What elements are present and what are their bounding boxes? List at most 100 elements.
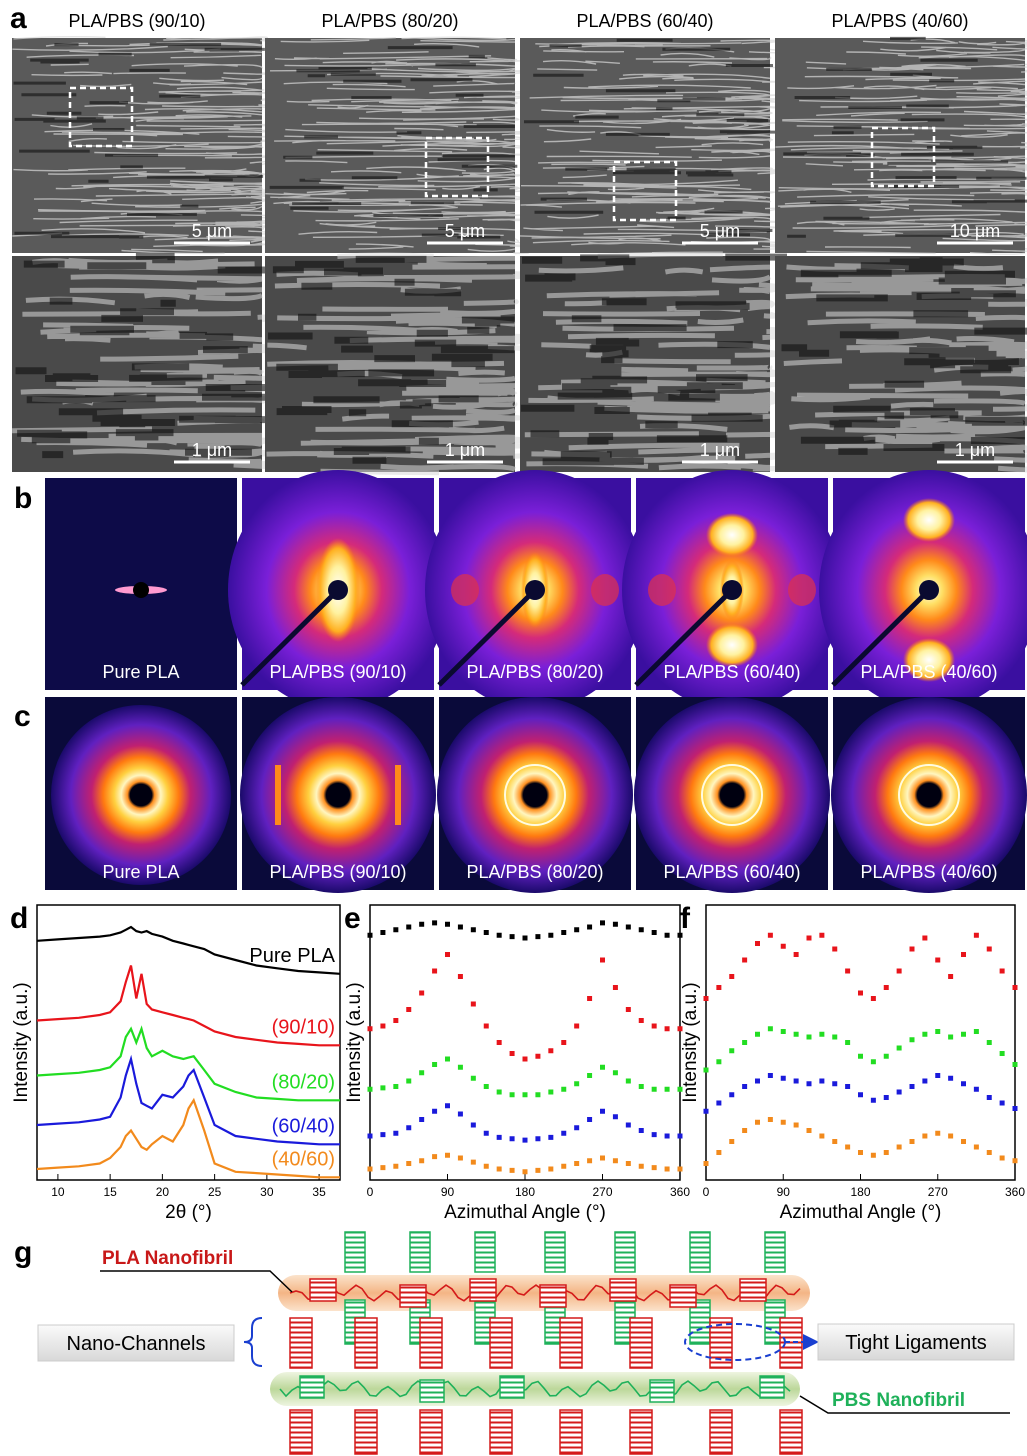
beamstop bbox=[721, 784, 743, 806]
scatter-point bbox=[561, 1040, 566, 1045]
scatter-point bbox=[652, 1165, 657, 1170]
scatter-point bbox=[935, 958, 940, 963]
x-tick-label: 15 bbox=[103, 1185, 117, 1199]
scatter-point bbox=[393, 1084, 398, 1089]
scatter-point bbox=[393, 1164, 398, 1169]
lamella bbox=[765, 1232, 785, 1272]
panel-label: a bbox=[10, 2, 27, 35]
x-tick-label: 10 bbox=[51, 1185, 65, 1199]
scatter-point bbox=[574, 1125, 579, 1130]
scatter-point bbox=[768, 1117, 773, 1122]
scatter-point bbox=[613, 1158, 618, 1163]
scatter-point bbox=[587, 1158, 592, 1163]
scatter-point bbox=[742, 1128, 747, 1133]
scatter-point bbox=[445, 922, 450, 927]
scatter-point bbox=[510, 1136, 515, 1141]
y-axis-label: Intensity (a.u.) bbox=[344, 982, 365, 1102]
scatter-point bbox=[678, 1134, 683, 1139]
scatter-point bbox=[935, 1131, 940, 1136]
panel-label: e bbox=[344, 902, 361, 935]
scatter-point bbox=[922, 1079, 927, 1084]
scatter-point bbox=[471, 1123, 476, 1128]
scatter-point bbox=[639, 1128, 644, 1133]
series-label: (60/40) bbox=[272, 1115, 335, 1137]
scatter-point bbox=[961, 1032, 966, 1037]
scatter-point bbox=[871, 996, 876, 1001]
saxs-caption: PLA/PBS (90/10) bbox=[269, 662, 406, 682]
scatter-point bbox=[1013, 985, 1018, 990]
callout-line bbox=[100, 1271, 292, 1292]
scatter-point bbox=[755, 1032, 760, 1037]
x-tick-label: 25 bbox=[208, 1185, 222, 1199]
scatter-point bbox=[432, 969, 437, 974]
saxs-lobe bbox=[706, 623, 758, 667]
scatter-point bbox=[768, 933, 773, 938]
scatter-point bbox=[819, 1134, 824, 1139]
waxs-caption: PLA/PBS (90/10) bbox=[269, 862, 406, 882]
scatter-point bbox=[380, 1024, 385, 1029]
saxs-lobe bbox=[648, 574, 676, 606]
lamella bbox=[490, 1410, 512, 1454]
scatter-point bbox=[845, 1084, 850, 1089]
brace bbox=[244, 1318, 262, 1366]
scatter-point bbox=[458, 1156, 463, 1161]
scatter-point bbox=[974, 933, 979, 938]
waxs-caption: PLA/PBS (80/20) bbox=[466, 862, 603, 882]
lamella bbox=[290, 1318, 312, 1368]
scatter-point bbox=[729, 1092, 734, 1097]
scatter-point bbox=[987, 1150, 992, 1155]
scatter-point bbox=[781, 944, 786, 949]
scatter-point bbox=[665, 1087, 670, 1092]
scatter-point bbox=[819, 933, 824, 938]
scatter-point bbox=[419, 991, 424, 996]
scatter-point bbox=[368, 1134, 373, 1139]
lamella bbox=[630, 1318, 652, 1368]
scatter-point bbox=[755, 1079, 760, 1084]
scatter-point bbox=[652, 1132, 657, 1137]
schematic: PLA NanofibrilNano-ChannelsTight Ligamen… bbox=[38, 1232, 1014, 1454]
scatter-point bbox=[858, 991, 863, 996]
scatter-point bbox=[987, 1040, 992, 1045]
x-tick-label: 30 bbox=[260, 1185, 274, 1199]
saxs-lobe bbox=[451, 574, 479, 606]
scatter-point bbox=[948, 1076, 953, 1081]
lamella bbox=[300, 1376, 324, 1398]
pla-fibril-label: PLA Nanofibril bbox=[102, 1248, 233, 1269]
scatter-point bbox=[652, 1024, 657, 1029]
scatter-point bbox=[432, 920, 437, 925]
scatter-point bbox=[935, 1029, 940, 1034]
lamella bbox=[690, 1232, 710, 1272]
scale-bar-label: 1 μm bbox=[445, 440, 485, 460]
scatter-point bbox=[406, 1079, 411, 1084]
scatter-point bbox=[523, 1057, 528, 1062]
x-tick-label: 180 bbox=[515, 1185, 535, 1199]
plot-frame bbox=[706, 905, 1015, 1180]
scatter-point bbox=[897, 969, 902, 974]
scatter-point bbox=[845, 1040, 850, 1045]
scatter-point bbox=[432, 1109, 437, 1114]
scatter-point bbox=[574, 927, 579, 932]
scatter-point bbox=[897, 1090, 902, 1095]
pbs-fibril-label: PBS Nanofibril bbox=[832, 1390, 965, 1411]
beamstop bbox=[130, 784, 152, 806]
scale-bar-label: 5 μm bbox=[700, 221, 740, 241]
panel-label: c bbox=[14, 700, 31, 733]
scatter-point bbox=[497, 1090, 502, 1095]
scatter-point bbox=[574, 1081, 579, 1086]
scatter-point bbox=[419, 922, 424, 927]
scatter-point bbox=[742, 1040, 747, 1045]
lamella bbox=[410, 1232, 430, 1272]
lamella bbox=[475, 1232, 495, 1272]
scatter-point bbox=[871, 1098, 876, 1103]
scatter-point bbox=[665, 1026, 670, 1031]
scatter-point bbox=[1013, 1062, 1018, 1067]
scatter-point bbox=[948, 1035, 953, 1040]
scatter-point bbox=[535, 1136, 540, 1141]
scatter-point bbox=[794, 1032, 799, 1037]
x-tick-label: 360 bbox=[670, 1185, 690, 1199]
scatter-point bbox=[523, 1138, 528, 1143]
scatter-point bbox=[716, 985, 721, 990]
scatter-point bbox=[884, 1054, 889, 1059]
x-tick-label: 20 bbox=[156, 1185, 170, 1199]
scatter-point bbox=[613, 1070, 618, 1075]
